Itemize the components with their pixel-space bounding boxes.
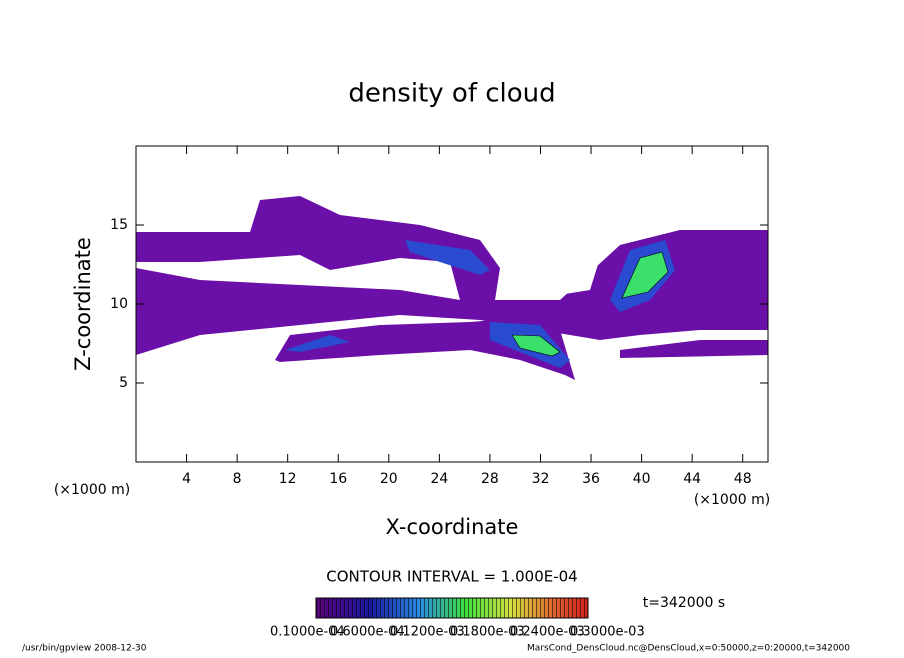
time-label: t=342000 s [643,595,725,611]
x-tick-label: 36 [582,471,600,487]
x-tick-label: 40 [633,471,651,487]
x-unit: (×1000 m) [694,492,770,508]
contour-note: CONTOUR INTERVAL = 1.000E-04 [326,568,577,586]
y-tick-label: 15 [110,217,128,233]
colorbar-label: 0.6000e-04 [330,625,405,640]
colorbar-stripes [315,597,589,619]
y-axis-label: Z-coordinate [71,237,95,371]
x-tick-label: 28 [481,471,499,487]
colorbar-label: 0.3000e-03 [570,625,645,640]
x-tick-label: 48 [734,471,752,487]
chart-title: density of cloud [348,79,555,109]
colorbar-label: 0.2400e-03 [510,625,585,640]
x-tick-label: 32 [532,471,550,487]
x-tick-label: 12 [279,471,297,487]
colorbar-label: 0.1200e-03 [390,625,465,640]
footer-right: MarsCond_DensCloud.nc@DensCloud,x=0:5000… [527,644,850,654]
x-tick-label: 24 [430,471,448,487]
x-tick-label: 20 [380,471,398,487]
y-tick-label: 10 [110,296,128,312]
colorbar-label: 0.1000e-04 [270,625,345,640]
x-tick-label: 4 [182,471,191,487]
x-unit-left: (×1000 m) [54,482,130,498]
x-tick-label: 8 [233,471,242,487]
footer-left: /usr/bin/gpview 2008-12-30 [22,644,147,654]
cloud-field [136,196,768,380]
x-axis-label: X-coordinate [386,515,519,539]
x-tick-label: 44 [683,471,701,487]
x-tick-label: 16 [329,471,347,487]
y-tick-label: 5 [119,375,128,391]
colorbar-label: 0.1800e-03 [450,625,525,640]
